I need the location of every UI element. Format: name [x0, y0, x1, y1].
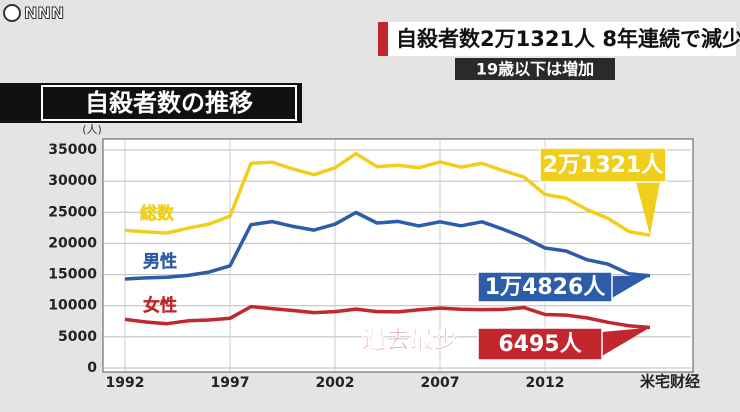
y-tick-label: 35000 [48, 142, 97, 158]
y-tick-label: 5000 [58, 329, 97, 345]
y-tick-label: 0 [87, 360, 97, 376]
y-tick-label: 25000 [48, 204, 97, 220]
y-tick-label: 30000 [48, 173, 97, 189]
x-tick-label: 2002 [316, 375, 355, 391]
series-line [124, 304, 651, 330]
headline-box [378, 22, 736, 56]
y-tick-label: 20000 [48, 235, 97, 251]
series-name: 総数 [140, 203, 175, 224]
callout-pointer [636, 182, 660, 236]
value-label: 1万4826人 [485, 275, 606, 300]
subheadline-box [455, 58, 615, 80]
chart-title: 自殺者数の推移 [85, 89, 253, 117]
value-label: 2万1321人 [543, 153, 664, 178]
x-tick-label: 1992 [106, 375, 145, 391]
headline-stripe [378, 22, 388, 56]
logo-icon [3, 4, 21, 22]
series-line [124, 210, 651, 281]
x-tick-label: 2007 [421, 375, 460, 391]
callout-box [477, 271, 613, 303]
callout-pointer [602, 327, 650, 356]
y-tick-label: 10000 [48, 298, 97, 314]
watermark: 米宅财经 [640, 373, 700, 391]
title-box [41, 85, 297, 121]
y-tick-label: 15000 [48, 267, 97, 283]
x-tick-label: 1997 [211, 375, 250, 391]
callout-pointer [612, 275, 650, 298]
value-label: 6495人 [498, 332, 581, 357]
annotation: 過去最少 [362, 326, 458, 354]
series-line [124, 151, 651, 237]
subheadline: 19歳以下は増加 [476, 60, 594, 79]
callout-box [539, 147, 667, 183]
callout-box [477, 327, 603, 361]
y-axis-label: (人) [82, 123, 102, 136]
series-name: 女性 [143, 295, 177, 316]
x-tick-label: 2012 [526, 375, 565, 391]
headline: 自殺者数2万1321人 8年連続で減少 [396, 27, 740, 51]
plot: 0 5000 10000 15000 20000 25000 30000 35000 1992 1… [48, 140, 691, 391]
series-name: 男性 [143, 251, 177, 272]
logo: NNN [24, 4, 64, 23]
